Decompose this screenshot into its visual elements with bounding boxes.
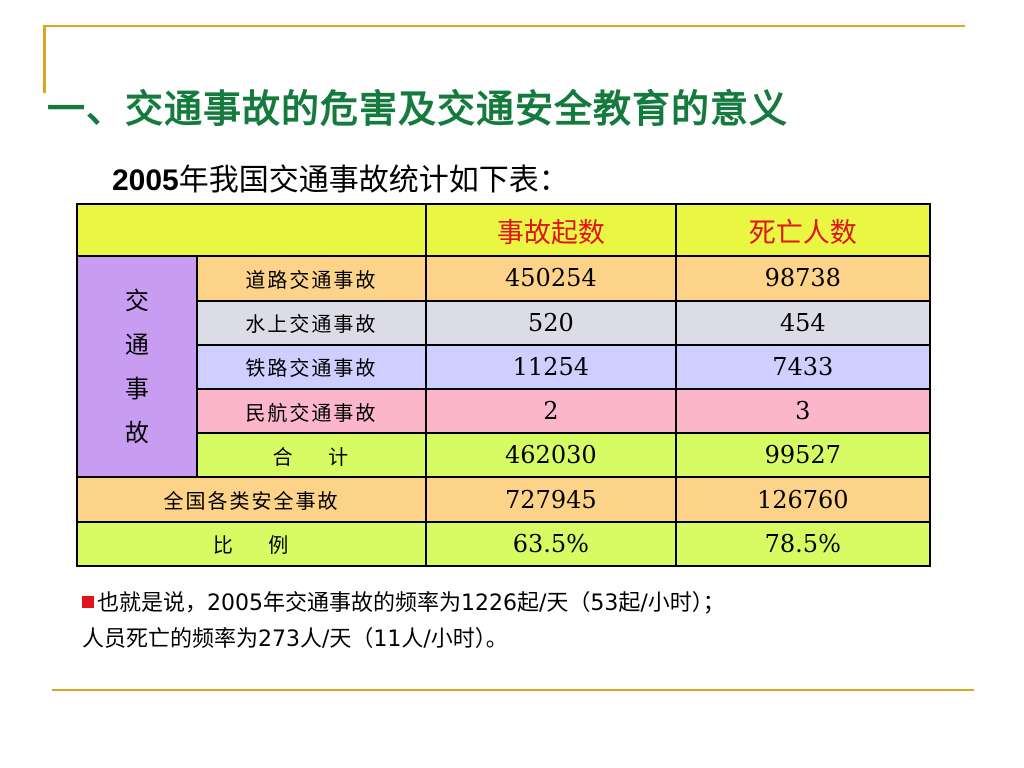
table-row: 水上交通事故 520 454 [77,299,932,346]
table-row: 比 例 63.5% 78.5% [75,520,932,568]
water-accidents: 520 [425,299,677,346]
row-label-national: 全国各类安全事故 [75,476,428,523]
frame-bottom-line [52,689,974,691]
total-deaths: 99527 [674,432,932,479]
table-caption: 2005年我国交通事故统计如下表： [112,155,569,199]
national-deaths: 126760 [674,476,932,523]
frame-top-line [43,25,965,27]
header-deaths: 死亡人数 [674,202,932,258]
row-label-ratio: 比 例 [75,520,428,568]
note-line-2: 人员死亡的频率为273人/天（11人/小时）。 [82,627,508,652]
header-corner-cell [75,202,428,258]
table-row: 交 通 事 故 道路交通事故 450254 98738 [76,255,932,479]
bullet-square-icon [82,596,94,608]
row-label-road: 道路交通事故 [195,255,428,302]
row-label-aviation: 民航交通事故 [195,387,428,435]
total-accidents: 462030 [425,432,677,479]
caption-year: 2005 [112,164,179,197]
note-line-1: 也就是说，2005年交通事故的频率为1226起/天（53起/小时）； [97,591,725,616]
aviation-accidents: 2 [425,387,677,435]
ratio-deaths: 78.5% [674,520,932,568]
table-row: 合 计 462030 99527 [77,432,932,479]
page-title: 一、交通事故的危害及交通安全教育的意义 [47,87,789,131]
header-row: 事故起数 死亡人数 [75,202,932,258]
row-label-total: 合 计 [195,432,428,479]
table-row: 全国各类安全事故 727945 126760 [75,476,932,523]
road-deaths: 98738 [674,255,932,302]
accident-stats-table: 事故起数 死亡人数 交 通 事 故 道路交通事故 450254 98738 水上… [75,202,932,568]
national-accidents: 727945 [425,476,677,523]
rail-accidents: 11254 [425,343,677,390]
row-label-rail: 铁路交通事故 [195,343,428,390]
traffic-accident-group-label: 交 通 事 故 [76,255,198,479]
rail-deaths: 7433 [674,343,932,390]
aviation-deaths: 3 [674,387,932,435]
road-accidents: 450254 [425,255,677,302]
frame-left-line [43,25,46,93]
water-deaths: 454 [674,299,932,346]
ratio-accidents: 63.5% [425,520,677,568]
row-label-water: 水上交通事故 [195,299,428,346]
caption-text: 年我国交通事故统计如下表： [178,163,569,198]
table-row: 民航交通事故 2 3 [77,387,932,435]
summary-note: 也就是说，2005年交通事故的频率为1226起/天（53起/小时）； 人员死亡的… [82,586,982,658]
header-accidents: 事故起数 [425,202,677,258]
table-row: 铁路交通事故 11254 7433 [77,343,932,390]
